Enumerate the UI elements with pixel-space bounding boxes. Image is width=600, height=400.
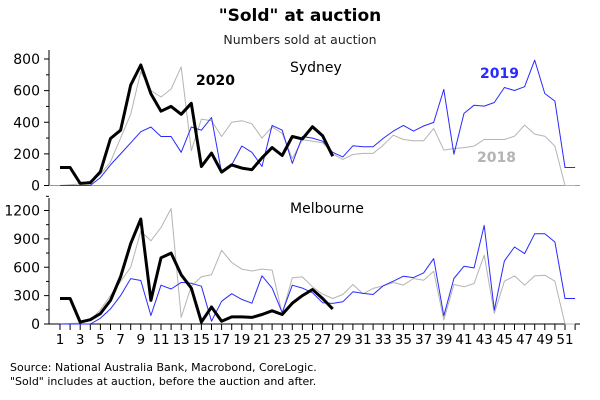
x-tick-label: 39 (435, 332, 452, 348)
melbourne-y-tick-label: 600 (13, 260, 40, 276)
sydney-y-tick-label: 0 (31, 179, 40, 195)
x-tick-label: 17 (213, 332, 230, 348)
x-tick-label: 9 (137, 332, 146, 348)
x-tick-label: 15 (193, 332, 210, 348)
x-tick-label: 51 (556, 332, 573, 348)
x-tick-label: 5 (96, 332, 105, 348)
x-tick-label: 3 (76, 332, 85, 348)
chart-subtitle: Numbers sold at auction (223, 32, 377, 47)
melbourne-y-tick-label: 1200 (4, 204, 40, 220)
x-tick-label: 11 (152, 332, 169, 348)
definition-note: "Sold" includes at auction, before the a… (10, 375, 317, 388)
x-tick-label: 43 (476, 332, 493, 348)
melbourne-y-tick-label: 300 (13, 289, 40, 305)
x-tick-label: 31 (354, 332, 371, 348)
panel-title-sydney: Sydney (290, 60, 342, 76)
melbourne-line-2018 (59, 208, 576, 325)
x-tick-label: 35 (395, 332, 412, 348)
melbourne-y-tick-label: 900 (13, 232, 40, 248)
x-tick-label: 23 (274, 332, 291, 348)
melbourne-line-2019 (60, 224, 576, 325)
x-tick-label: 33 (375, 332, 392, 348)
x-tick-label: 29 (334, 332, 351, 348)
x-tick-label: 25 (294, 332, 311, 348)
x-tick-label: 47 (516, 332, 533, 348)
x-tick-label: 45 (496, 332, 513, 348)
sydney-line-2020 (60, 63, 335, 185)
sydney-y-tick-label: 800 (13, 52, 40, 68)
x-tick-label: 19 (233, 332, 250, 348)
sydney-y-tick-label: 400 (13, 115, 40, 131)
x-tick-label: 49 (536, 332, 553, 348)
x-tick-label: 27 (314, 332, 331, 348)
x-tick-label: 1 (56, 332, 65, 348)
chart-title: "Sold" at auction (218, 6, 382, 26)
x-tick-label: 13 (173, 332, 190, 348)
sydney-y-tick-label: 200 (13, 147, 40, 163)
melbourne-y-tick-label: 0 (31, 317, 40, 333)
series-label-2020: 2020 (196, 73, 235, 89)
x-tick-label: 41 (455, 332, 472, 348)
sydney-line-2019 (60, 59, 576, 186)
panel-title-melbourne: Melbourne (290, 201, 364, 217)
melbourne-line-2020 (60, 217, 334, 324)
x-tick-label: 21 (253, 332, 270, 348)
series-label-2018: 2018 (477, 150, 516, 166)
x-tick-label: 7 (116, 332, 125, 348)
source-note: Source: National Australia Bank, Macrobo… (10, 361, 317, 374)
x-tick-label: 37 (415, 332, 432, 348)
sydney-y-tick-label: 600 (13, 84, 40, 100)
series-label-2019: 2019 (480, 66, 519, 82)
sydney-line-2018 (59, 66, 576, 186)
